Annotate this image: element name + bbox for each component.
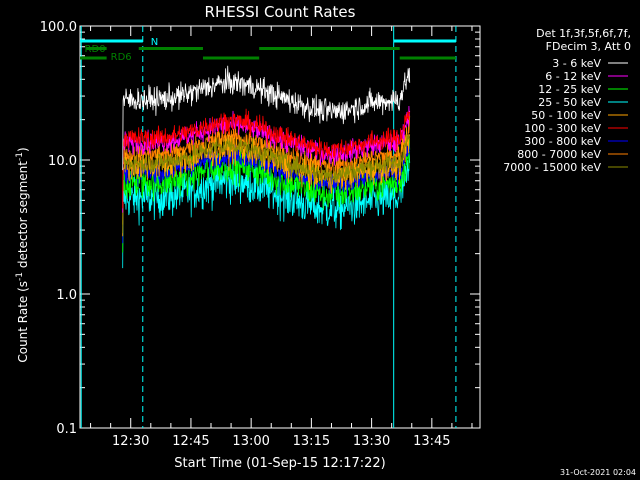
y-tick-label: 0.1 bbox=[56, 422, 77, 437]
series-line bbox=[122, 154, 411, 269]
series-line bbox=[122, 139, 411, 253]
legend-entry-label: 800 - 7000 keV bbox=[517, 148, 601, 161]
x-axis-label: Start Time (01-Sep-15 12:17:22) bbox=[174, 456, 385, 471]
x-tick-label: 13:00 bbox=[232, 434, 269, 449]
y-tick-label: 1.0 bbox=[56, 288, 77, 303]
legend-entry-label: 7000 - 15000 keV bbox=[503, 161, 601, 174]
y-tick-label: 10.0 bbox=[48, 154, 77, 169]
y-axis-label-sup1: -1 bbox=[15, 272, 25, 281]
y-axis-label: Count Rate (s-1 detector segment-1) bbox=[15, 147, 30, 362]
legend-entry-label: 3 - 6 keV bbox=[552, 57, 601, 70]
annotation-rd0-label: RD0 bbox=[85, 44, 106, 55]
footer-date: 31-Oct-2021 02:04 bbox=[560, 468, 636, 477]
y-axis-label-main: Count Rate (s bbox=[16, 281, 30, 363]
legend-entry-label: 100 - 300 keV bbox=[524, 122, 601, 135]
y-axis-label-sup2: -1 bbox=[15, 152, 25, 161]
legend-entry-label: 6 - 12 keV bbox=[545, 70, 601, 83]
plot-frame bbox=[79, 25, 481, 429]
legend-entry-label: 300 - 800 keV bbox=[524, 135, 601, 148]
series-line bbox=[122, 108, 411, 209]
series-line bbox=[122, 134, 411, 234]
x-tick-label: 12:45 bbox=[172, 434, 209, 449]
series-line bbox=[122, 65, 411, 171]
legend-entry-label: 25 - 50 keV bbox=[538, 96, 601, 109]
chart-title: RHESSI Count Rates bbox=[205, 3, 356, 21]
annotation-n-label: N bbox=[151, 37, 158, 48]
legend: Det 1f,3f,5f,6f,7f,FDecim 3, Att 0 3 - 6 … bbox=[503, 27, 631, 174]
y-axis-label-end: ) bbox=[16, 147, 30, 152]
legend-entry-label: 50 - 100 keV bbox=[531, 109, 601, 122]
x-tick-label: 13:30 bbox=[353, 434, 390, 449]
legend-header-line: Det 1f,3f,5f,6f,7f, bbox=[536, 27, 631, 40]
x-tick-label: 12:30 bbox=[112, 434, 149, 449]
x-tick-label: 13:15 bbox=[293, 434, 330, 449]
y-axis-label-mid: detector segment bbox=[16, 161, 30, 272]
annotation-rd6-label: RD6 bbox=[111, 52, 132, 63]
x-tick-label: 13:45 bbox=[413, 434, 450, 449]
legend-entry-label: 12 - 25 keV bbox=[538, 83, 601, 96]
plot-area: 0.1 1.0 10.0 100.0 12:30 12:45 13:00 13:15 13:30… bbox=[40, 20, 481, 449]
y-tick-label: 100.0 bbox=[40, 20, 77, 35]
legend-header-line: FDecim 3, Att 0 bbox=[546, 40, 631, 53]
